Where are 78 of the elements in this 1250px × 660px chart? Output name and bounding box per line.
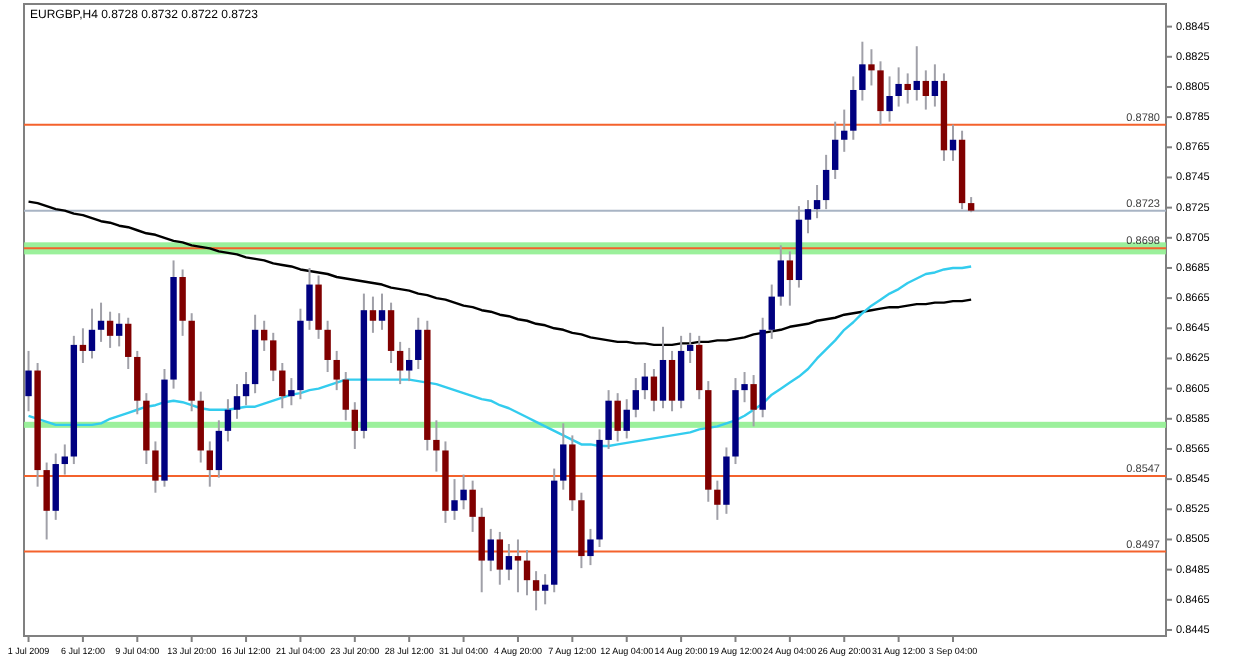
candlestick [841, 108, 848, 153]
candlestick [387, 301, 395, 364]
candlestick [306, 266, 313, 331]
candlestick [396, 340, 404, 386]
candlestick [115, 312, 123, 348]
candlestick [469, 479, 476, 533]
candlestick [52, 452, 59, 521]
candlestick [605, 389, 612, 450]
candlestick [886, 75, 893, 123]
candlestick [25, 349, 32, 413]
candlestick [786, 250, 794, 307]
candlestick [614, 392, 621, 443]
candlestick [541, 573, 549, 606]
candlestick [931, 63, 939, 108]
candlestick [351, 401, 359, 450]
candlestick [134, 349, 141, 416]
candlestick [804, 199, 812, 235]
line-series [27, 265, 973, 448]
candlestick [741, 371, 748, 404]
candlestick [696, 334, 703, 401]
candlestick [406, 346, 413, 383]
candlestick [868, 48, 875, 87]
candlestick [496, 530, 504, 586]
candlestick [125, 316, 132, 371]
candlestick [369, 295, 377, 334]
candlestick [623, 398, 630, 440]
candlestick [777, 244, 784, 307]
candlestick [632, 377, 639, 419]
candlestick [378, 292, 386, 331]
candlestick [460, 473, 467, 511]
candlestick [922, 69, 930, 111]
candlestick [451, 478, 458, 521]
candlestick [152, 440, 159, 494]
candlestick [532, 570, 540, 612]
candlestick [242, 371, 250, 407]
candlestick [279, 361, 286, 410]
candlestick [324, 319, 331, 374]
candlestick [43, 461, 50, 541]
candlestick [822, 153, 830, 211]
candlestick [478, 506, 485, 594]
candlestick [877, 60, 884, 126]
candlestick [560, 422, 567, 491]
candlestick [587, 527, 594, 567]
candlestick [270, 331, 277, 383]
candlestick [523, 549, 531, 597]
candlestick [859, 40, 866, 102]
candlestick [315, 274, 322, 340]
candlestick [333, 349, 340, 392]
candlestick [831, 120, 839, 180]
candlestick [904, 72, 911, 105]
candlestick [224, 398, 232, 443]
candlestick [79, 327, 87, 364]
candlestick [97, 301, 105, 343]
candlestick [487, 527, 494, 573]
candlestick [88, 307, 96, 360]
candlestick [514, 538, 522, 594]
candlestick [288, 377, 295, 407]
candlestick [895, 66, 902, 108]
candlestick [659, 325, 667, 410]
candlestick [179, 268, 186, 337]
candlestick [505, 542, 513, 582]
candlestick [714, 479, 721, 521]
candlestick [686, 331, 694, 364]
candlestick [850, 75, 857, 141]
candlestick [750, 374, 757, 428]
candlestick [913, 45, 920, 102]
candlestick [768, 283, 775, 340]
candlestick [433, 419, 440, 473]
candlestick [668, 349, 676, 413]
candlestick [215, 419, 223, 479]
candlestick [650, 368, 658, 413]
candlestick [342, 371, 349, 422]
candlestick [641, 361, 649, 401]
candlestick [106, 310, 114, 349]
candlestick [233, 383, 241, 420]
candlestick [415, 316, 422, 371]
candlestick [206, 440, 213, 488]
candlestick [813, 184, 821, 220]
